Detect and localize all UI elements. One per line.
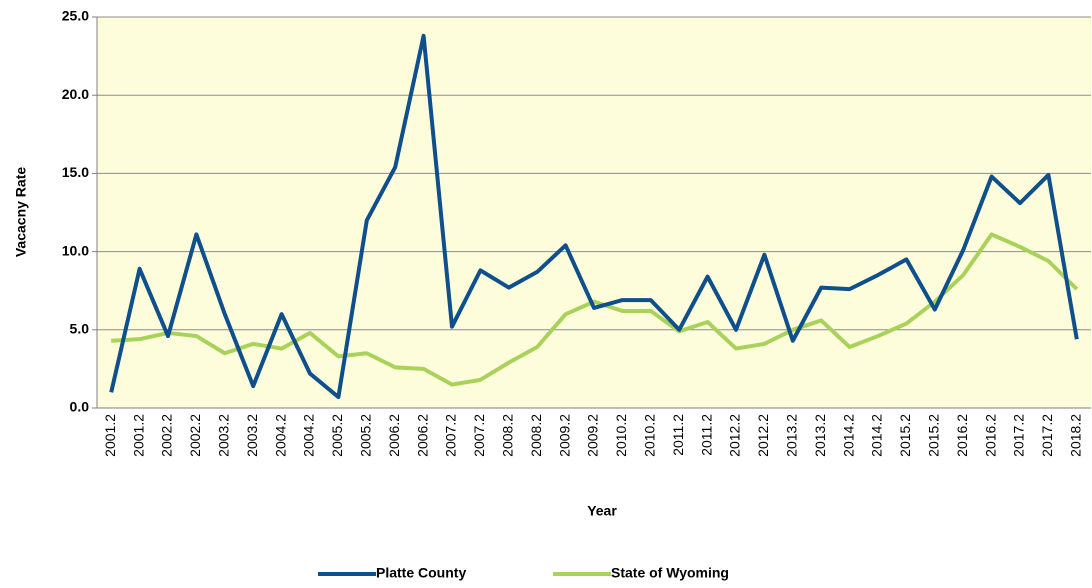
y-tick-label: 15.0	[62, 164, 89, 180]
x-tick-label: 2015.2	[897, 414, 913, 457]
x-tick-label: 2017.2	[1011, 414, 1027, 457]
x-tick-label: 2017.2	[1039, 414, 1055, 457]
legend-label: State of Wyoming	[611, 565, 729, 581]
x-tick-label: 2015.2	[926, 414, 942, 457]
x-tick-label: 2011.2	[698, 414, 714, 456]
y-tick-label: 20.0	[62, 86, 89, 102]
plot-area	[97, 17, 1091, 408]
x-tick-label: 2010.2	[642, 414, 658, 457]
x-tick-label: 2003.2	[244, 414, 260, 457]
x-tick-label: 2010.2	[613, 414, 629, 457]
x-tick-label: 2016.2	[982, 414, 998, 457]
x-tick-label: 2007.2	[443, 414, 459, 457]
y-tick-label: 25.0	[62, 8, 89, 24]
x-tick-label: 2014.2	[869, 414, 885, 457]
x-tick-label: 2004.2	[301, 414, 317, 457]
x-tick-label: 2018.2	[1068, 414, 1084, 457]
y-tick-label: 5.0	[70, 321, 90, 337]
x-tick-label: 2001.2	[102, 414, 118, 457]
x-tick-label: 2011.2	[670, 414, 686, 456]
x-tick-label: 2001.2	[130, 414, 146, 457]
x-tick-label: 2006.2	[386, 414, 402, 457]
x-tick-label: 2012.2	[755, 414, 771, 457]
x-tick-label: 2012.2	[727, 414, 743, 457]
y-tick-label: 0.0	[70, 399, 90, 415]
series-line	[111, 232, 1079, 387]
x-tick-label: 2004.2	[272, 414, 288, 457]
x-tick-label: 2014.2	[840, 414, 856, 457]
x-tick-label: 2013.2	[784, 414, 800, 457]
x-tick-label: 2003.2	[216, 414, 232, 457]
legend-label: Platte County	[376, 565, 466, 581]
x-tick-label: 2006.2	[414, 414, 430, 457]
x-tick-label: 2009.2	[556, 414, 572, 457]
x-tick-label: 2005.2	[358, 414, 374, 457]
x-tick-label: 2002.2	[159, 414, 175, 457]
y-tick-label: 10.0	[62, 242, 89, 258]
x-tick-label: 2008.2	[528, 414, 544, 457]
x-tick-label: 2013.2	[812, 414, 828, 457]
x-tick-label: 2002.2	[187, 414, 203, 457]
x-tick-label: 2008.2	[500, 414, 516, 457]
x-axis-title: Year	[587, 503, 617, 519]
y-axis-title: Vacacny Rate	[13, 167, 29, 257]
x-tick-label: 2005.2	[329, 414, 345, 457]
series-line	[109, 33, 1079, 400]
x-tick-label: 2009.2	[585, 414, 601, 457]
x-tick-label: 2007.2	[471, 414, 487, 457]
x-tick-label: 2016.2	[954, 414, 970, 457]
